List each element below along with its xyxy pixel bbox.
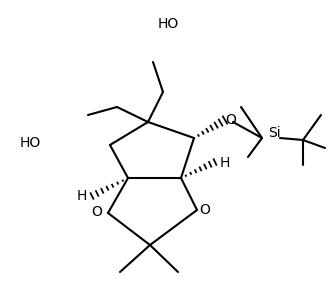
Text: HO: HO xyxy=(157,17,179,31)
Text: Si: Si xyxy=(268,126,281,140)
Text: O: O xyxy=(92,205,102,219)
Text: H: H xyxy=(76,189,87,203)
Text: O: O xyxy=(225,113,236,127)
Text: O: O xyxy=(200,203,211,217)
Text: HO: HO xyxy=(20,136,41,150)
Text: H: H xyxy=(220,156,230,170)
